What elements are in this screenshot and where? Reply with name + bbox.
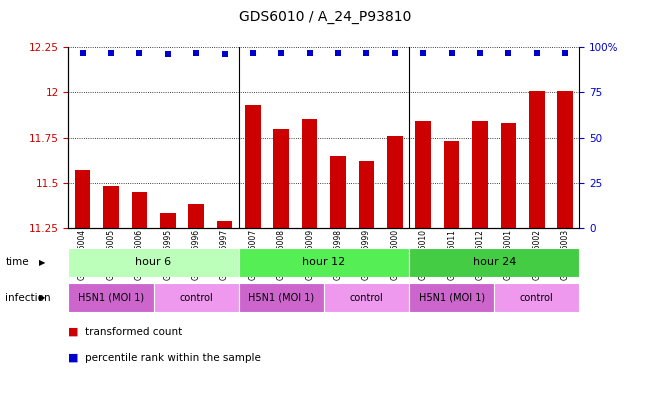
Point (390, 50, 400, 56)
Point (418, 50, 428, 56)
Bar (217, 221, 232, 228)
Point (219, 51, 230, 57)
Bar (103, 186, 118, 228)
Point (276, 50, 286, 56)
Text: control: control (520, 293, 554, 303)
Bar (302, 119, 318, 228)
Bar (387, 136, 403, 228)
Point (163, 51, 173, 57)
Point (305, 50, 315, 56)
Point (447, 50, 457, 56)
Bar (409, 283, 494, 312)
Bar (501, 123, 516, 228)
Text: hour 12: hour 12 (302, 257, 346, 267)
Bar (409, 248, 579, 277)
Text: ■: ■ (68, 327, 79, 337)
Bar (239, 248, 409, 277)
Text: ▶: ▶ (39, 293, 46, 302)
Bar (239, 283, 324, 312)
Bar (330, 156, 346, 228)
Text: H5N1 (MOI 1): H5N1 (MOI 1) (78, 293, 144, 303)
Bar (359, 161, 374, 228)
Point (503, 50, 514, 56)
Bar (245, 105, 260, 228)
Point (532, 50, 542, 56)
Point (191, 50, 201, 56)
Point (333, 50, 343, 56)
Bar (132, 192, 147, 228)
Text: transformed count: transformed count (85, 327, 182, 337)
Text: hour 24: hour 24 (473, 257, 516, 267)
Text: time: time (5, 257, 29, 267)
Bar (557, 90, 573, 228)
Point (247, 50, 258, 56)
Text: ■: ■ (68, 353, 79, 363)
Text: infection: infection (5, 293, 51, 303)
Bar (472, 121, 488, 228)
Bar (75, 170, 90, 228)
Text: control: control (350, 293, 383, 303)
Bar (68, 283, 154, 312)
Bar (444, 141, 460, 228)
Text: H5N1 (MOI 1): H5N1 (MOI 1) (248, 293, 314, 303)
Bar (324, 283, 409, 312)
Text: percentile rank within the sample: percentile rank within the sample (85, 353, 260, 363)
Point (134, 50, 145, 56)
Text: hour 6: hour 6 (135, 257, 172, 267)
Text: control: control (179, 293, 213, 303)
Bar (68, 248, 239, 277)
Bar (494, 283, 579, 312)
Point (475, 50, 485, 56)
Bar (160, 213, 176, 228)
Point (560, 50, 570, 56)
Text: ▶: ▶ (39, 258, 46, 267)
Point (77, 50, 88, 56)
Text: GDS6010 / A_24_P93810: GDS6010 / A_24_P93810 (240, 10, 411, 24)
Bar (273, 129, 289, 228)
Bar (415, 121, 431, 228)
Point (105, 50, 116, 56)
Text: H5N1 (MOI 1): H5N1 (MOI 1) (419, 293, 485, 303)
Bar (188, 204, 204, 228)
Bar (154, 283, 239, 312)
Bar (529, 90, 545, 228)
Point (361, 50, 372, 56)
